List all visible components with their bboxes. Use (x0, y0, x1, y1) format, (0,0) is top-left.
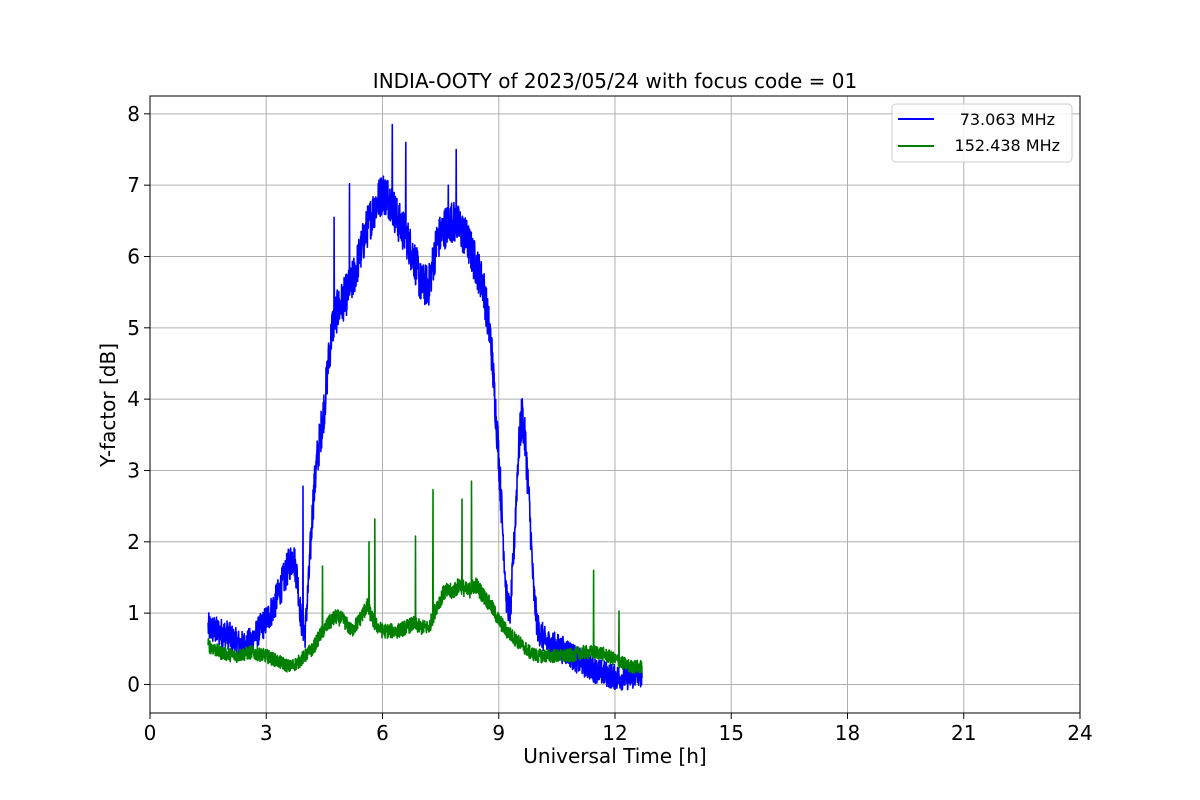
x-tick-label: 0 (144, 721, 157, 745)
y-axis-label: Y-factor [dB] (96, 343, 120, 468)
x-tick-label: 15 (719, 721, 744, 745)
x-tick-label: 21 (951, 721, 976, 745)
y-tick-label: 1 (127, 601, 140, 625)
y-tick-label: 7 (127, 173, 140, 197)
y-tick-label: 0 (127, 672, 140, 696)
x-tick-label: 12 (602, 721, 627, 745)
legend-box (891, 103, 1073, 163)
y-tick-label: 6 (127, 244, 140, 268)
y-tick-label: 8 (127, 102, 140, 126)
y-tick-label: 2 (127, 530, 140, 554)
y-tick-label: 4 (127, 387, 140, 411)
y-tick-label: 5 (127, 316, 140, 340)
x-tick-label: 24 (1067, 721, 1092, 745)
series-lines (207, 123, 643, 691)
series-line-1 (207, 480, 643, 674)
legend-label-73mhz: 73.063 MHz (960, 110, 1055, 129)
y-tick-label: 3 (127, 458, 140, 482)
x-tick-label: 18 (835, 721, 860, 745)
x-tick-label: 9 (492, 721, 505, 745)
legend-label-152mhz: 152.438 MHz (955, 136, 1060, 155)
x-axis-label: Universal Time [h] (523, 744, 706, 768)
legend: 73.063 MHz 152.438 MHz (891, 103, 1073, 163)
x-tick-label: 6 (376, 721, 389, 745)
x-tick-label: 3 (260, 721, 273, 745)
chart-title: INDIA-OOTY of 2023/05/24 with focus code… (373, 69, 857, 93)
